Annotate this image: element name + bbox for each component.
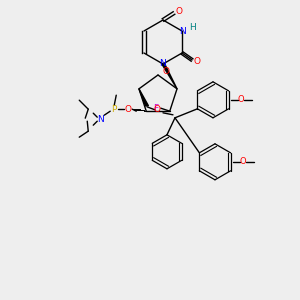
Polygon shape: [139, 89, 148, 106]
Text: O: O: [163, 68, 170, 76]
Text: O: O: [154, 105, 160, 114]
Text: P: P: [112, 105, 117, 114]
Text: O: O: [240, 157, 246, 166]
Text: F: F: [153, 104, 158, 113]
Text: N: N: [179, 26, 185, 35]
Polygon shape: [161, 64, 177, 89]
Text: O: O: [125, 105, 132, 114]
Text: O: O: [194, 58, 201, 67]
Text: N: N: [97, 115, 104, 124]
Text: O: O: [238, 95, 244, 104]
Text: O: O: [176, 7, 182, 16]
Text: H: H: [189, 23, 195, 32]
Text: N: N: [160, 59, 167, 68]
